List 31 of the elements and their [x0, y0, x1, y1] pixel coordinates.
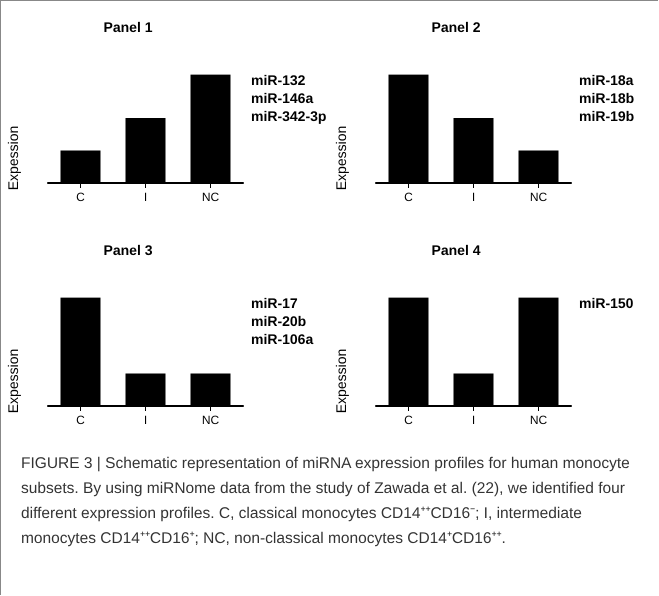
text: miR-20b — [251, 313, 306, 329]
x-tick-label: I — [472, 190, 476, 204]
y-axis-title: Expession — [5, 348, 21, 414]
x-tick-label: NC — [530, 413, 548, 427]
text: miR-19b — [579, 108, 634, 124]
x-tick-label: NC — [202, 413, 220, 427]
x-tick-label: I — [144, 413, 148, 427]
x-tick-label: I — [144, 190, 148, 204]
chart-title: Panel 4 — [431, 242, 481, 258]
x-tick-label: C — [404, 190, 414, 204]
chart-title: Panel 2 — [431, 19, 481, 35]
y-axis-title: Expession — [5, 126, 21, 190]
text: miR-150 — [579, 295, 634, 311]
x-tick-label: NC — [530, 190, 548, 204]
text: miR-18a — [579, 72, 634, 88]
x-tick-label: NC — [202, 190, 220, 204]
x-tick-label: C — [404, 413, 414, 427]
text: miR-18b — [579, 90, 634, 106]
caption: FIGURE 3 | Schematic representation of miRNA expression profiles for human monocyte subsets. By using miRNome data from the study of Zawada et al. (22), we identified four different expression profiles. C, classical monocytes CD14⁺⁺CD16⁻; I, intermediate monocytes CD14⁺⁺CD16⁺; NC, non-classical monocytes CD14⁺CD16⁺⁺. — [21, 454, 631, 549]
y-axis-title: Expession — [333, 348, 349, 414]
text: miR-342-3p — [251, 108, 326, 124]
y-axis-title: Expession — [333, 126, 349, 190]
text: miR-106a — [251, 331, 314, 347]
chart-title: Panel 3 — [103, 242, 153, 258]
x-tick-label: C — [76, 190, 86, 204]
text: miR-132 — [251, 72, 306, 88]
chart-title: Panel 1 — [103, 19, 153, 35]
x-tick-label: C — [76, 413, 86, 427]
x-tick-label: I — [472, 413, 476, 427]
text: miR-17 — [251, 295, 298, 311]
text: miR-146a — [251, 90, 314, 106]
